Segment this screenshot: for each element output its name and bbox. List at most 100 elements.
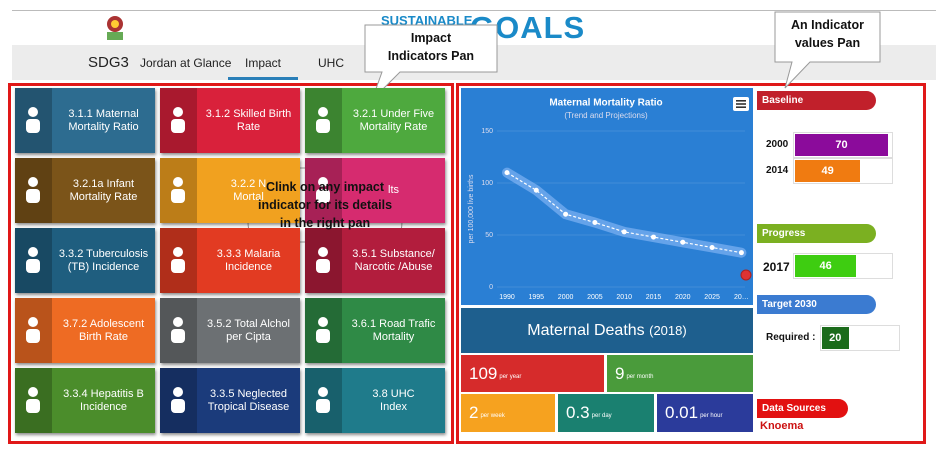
stat-tile: 109 per year: [461, 355, 604, 392]
stat-unit: per month: [626, 373, 654, 380]
indicator-tile[interactable]: 3.5.1 Substance/Narcotic /Abuse: [305, 228, 445, 293]
tile-label: 3.7.2 Adolescent: [62, 317, 145, 330]
icon: [316, 317, 330, 343]
stat-tile: 0.01 per hour: [657, 394, 753, 432]
active-tab-underline: [228, 77, 298, 80]
tile-text: 3.2.2 N Mortal: [197, 158, 300, 223]
tile-icon: [305, 158, 342, 223]
y-tick-label: 0: [489, 284, 493, 291]
indicator-tile[interactable]: 3.3.3 Malaria Incidence: [160, 228, 300, 293]
y-tick-label: 50: [485, 232, 493, 239]
y-axis-label: per 100,000 live births: [468, 174, 475, 243]
tile-label: 3.5.1 Substance/: [352, 247, 435, 260]
deaths-header: Maternal Deaths (2018): [461, 308, 753, 353]
tile-icon: [160, 158, 197, 223]
tile-icon: [160, 368, 197, 433]
tile-label: per Cipta: [226, 330, 271, 343]
row-frame: [793, 132, 893, 158]
stat-tile: 2 per week: [461, 394, 555, 432]
indicator-tile[interactable]: 3.2.1 Under Five Mortality Rate: [305, 88, 445, 153]
x-tick-label: 2015: [646, 294, 662, 301]
x-tick-label: 20…: [734, 294, 749, 301]
stat-value: 109: [469, 363, 498, 383]
nav-tab[interactable]: UHC: [318, 56, 344, 70]
row-label: 2000: [766, 139, 789, 150]
tile-text: 3.5.1 Substance/Narcotic /Abuse: [342, 228, 445, 293]
tile-text: 3.1.1 Maternal Mortality Ratio: [52, 88, 155, 153]
section-header: Progress: [757, 224, 876, 243]
stat-unit: per hour: [700, 413, 723, 419]
chart-bg: [461, 88, 753, 305]
row-label: 2017: [763, 260, 790, 274]
indicator-tile[interactable]: 3.3.5 Neglected Tropical Disease: [160, 368, 300, 433]
deaths-title: Maternal Deaths: [527, 321, 645, 339]
icon: [26, 387, 40, 413]
indicator-tile[interactable]: 3.3.4 Hepatitis B Incidence: [15, 368, 155, 433]
stat-value: 2: [469, 403, 479, 422]
tile-label: 3.8 UHC: [372, 387, 415, 400]
tile-label: Rate: [236, 120, 261, 133]
deaths-year: (2018): [649, 323, 687, 338]
tile-text: 3.3.4 Hepatitis B Incidence: [52, 368, 155, 433]
callout-line: An Indicator: [791, 18, 864, 32]
stat-unit: per week: [480, 413, 505, 419]
x-tick-label: 2005: [587, 294, 603, 301]
logo: [107, 16, 123, 40]
row-label: Required :: [766, 332, 816, 343]
tile-label: 3.2.1 Under Five: [352, 107, 435, 120]
tile-text: 3.7.2 Adolescent Birth Rate: [52, 298, 155, 363]
tile-label: Tropical Disease: [207, 400, 290, 413]
row-frame: [793, 158, 893, 184]
menu-icon[interactable]: [733, 97, 749, 111]
tile-label: Mortal: [233, 190, 264, 203]
stat-tile: 9 per month: [607, 355, 753, 392]
value-bar: 46: [795, 255, 857, 277]
stat-value: 0.3: [566, 403, 590, 422]
tile-label: 3.1.1 Maternal: [68, 107, 139, 120]
value-bar: 20: [822, 327, 849, 349]
impact-pane: [8, 83, 454, 444]
point: [709, 244, 715, 250]
tile-label: 3.2.1a Infant: [72, 177, 135, 190]
sources-header: Data Sources: [757, 399, 848, 418]
tile-label: 3.6.1 Road Trafic: [351, 317, 436, 330]
source-item: Knoema: [760, 420, 804, 432]
point: [504, 170, 510, 176]
indicator-tile[interactable]: 3.7.2 Adolescent Birth Rate: [15, 298, 155, 363]
indicator-tile[interactable]: 3.1.1 Maternal Mortality Ratio: [15, 88, 155, 153]
nav-tab[interactable]: SDG3: [88, 54, 129, 71]
point: [621, 229, 627, 235]
tile-label: 3.3.3 Malaria: [216, 247, 281, 260]
tile-text: 3.2.1a Infant Mortality Rate: [52, 158, 155, 223]
indicator-tile[interactable]: 3.3.2 Tuberculosis (TB) Incidence: [15, 228, 155, 293]
tile-label: 3.3.4 Hepatitis B: [63, 387, 144, 400]
tile-icon: [160, 88, 197, 153]
icon: [171, 107, 185, 133]
icon: [171, 247, 185, 273]
tile-label: Mortality Ratio: [68, 120, 139, 133]
tile-icon: [305, 88, 342, 153]
tile-icon: [160, 298, 197, 363]
tile-icon: [15, 88, 52, 153]
tile-label: 3.3.5 Neglected: [209, 387, 288, 400]
tile-text: 3.1.2 Skilled Birth Rate: [197, 88, 300, 153]
chart-subtitle: (Trend and Projections): [564, 111, 648, 120]
point: [651, 234, 656, 240]
indicator-tile[interactable]: lts: [305, 158, 445, 223]
nav-tab[interactable]: Impact: [245, 56, 282, 70]
icon: [316, 107, 330, 133]
section-header: Baseline: [757, 91, 876, 110]
indicator-tile[interactable]: 3.6.1 Road Trafic Mortality: [305, 298, 445, 363]
x-tick-label: 1990: [499, 294, 515, 301]
tile-icon: [305, 228, 342, 293]
indicator-tile[interactable]: 3.5.2 Total Alchol per Cipta: [160, 298, 300, 363]
nav-tab[interactable]: Jordan at Glance: [140, 56, 232, 70]
indicator-tile[interactable]: 3.2.1a Infant Mortality Rate: [15, 158, 155, 223]
marker-dot: [740, 269, 752, 281]
indicator-tile[interactable]: 3.8 UHC Index: [305, 368, 445, 433]
tile-text: 3.3.2 Tuberculosis (TB) Incidence: [52, 228, 155, 293]
indicator-tile[interactable]: 3.2.2 N Mortal: [160, 158, 300, 223]
indicator-tile[interactable]: 3.1.2 Skilled Birth Rate: [160, 88, 300, 153]
tile-label: 3.2.2 N: [230, 177, 267, 190]
